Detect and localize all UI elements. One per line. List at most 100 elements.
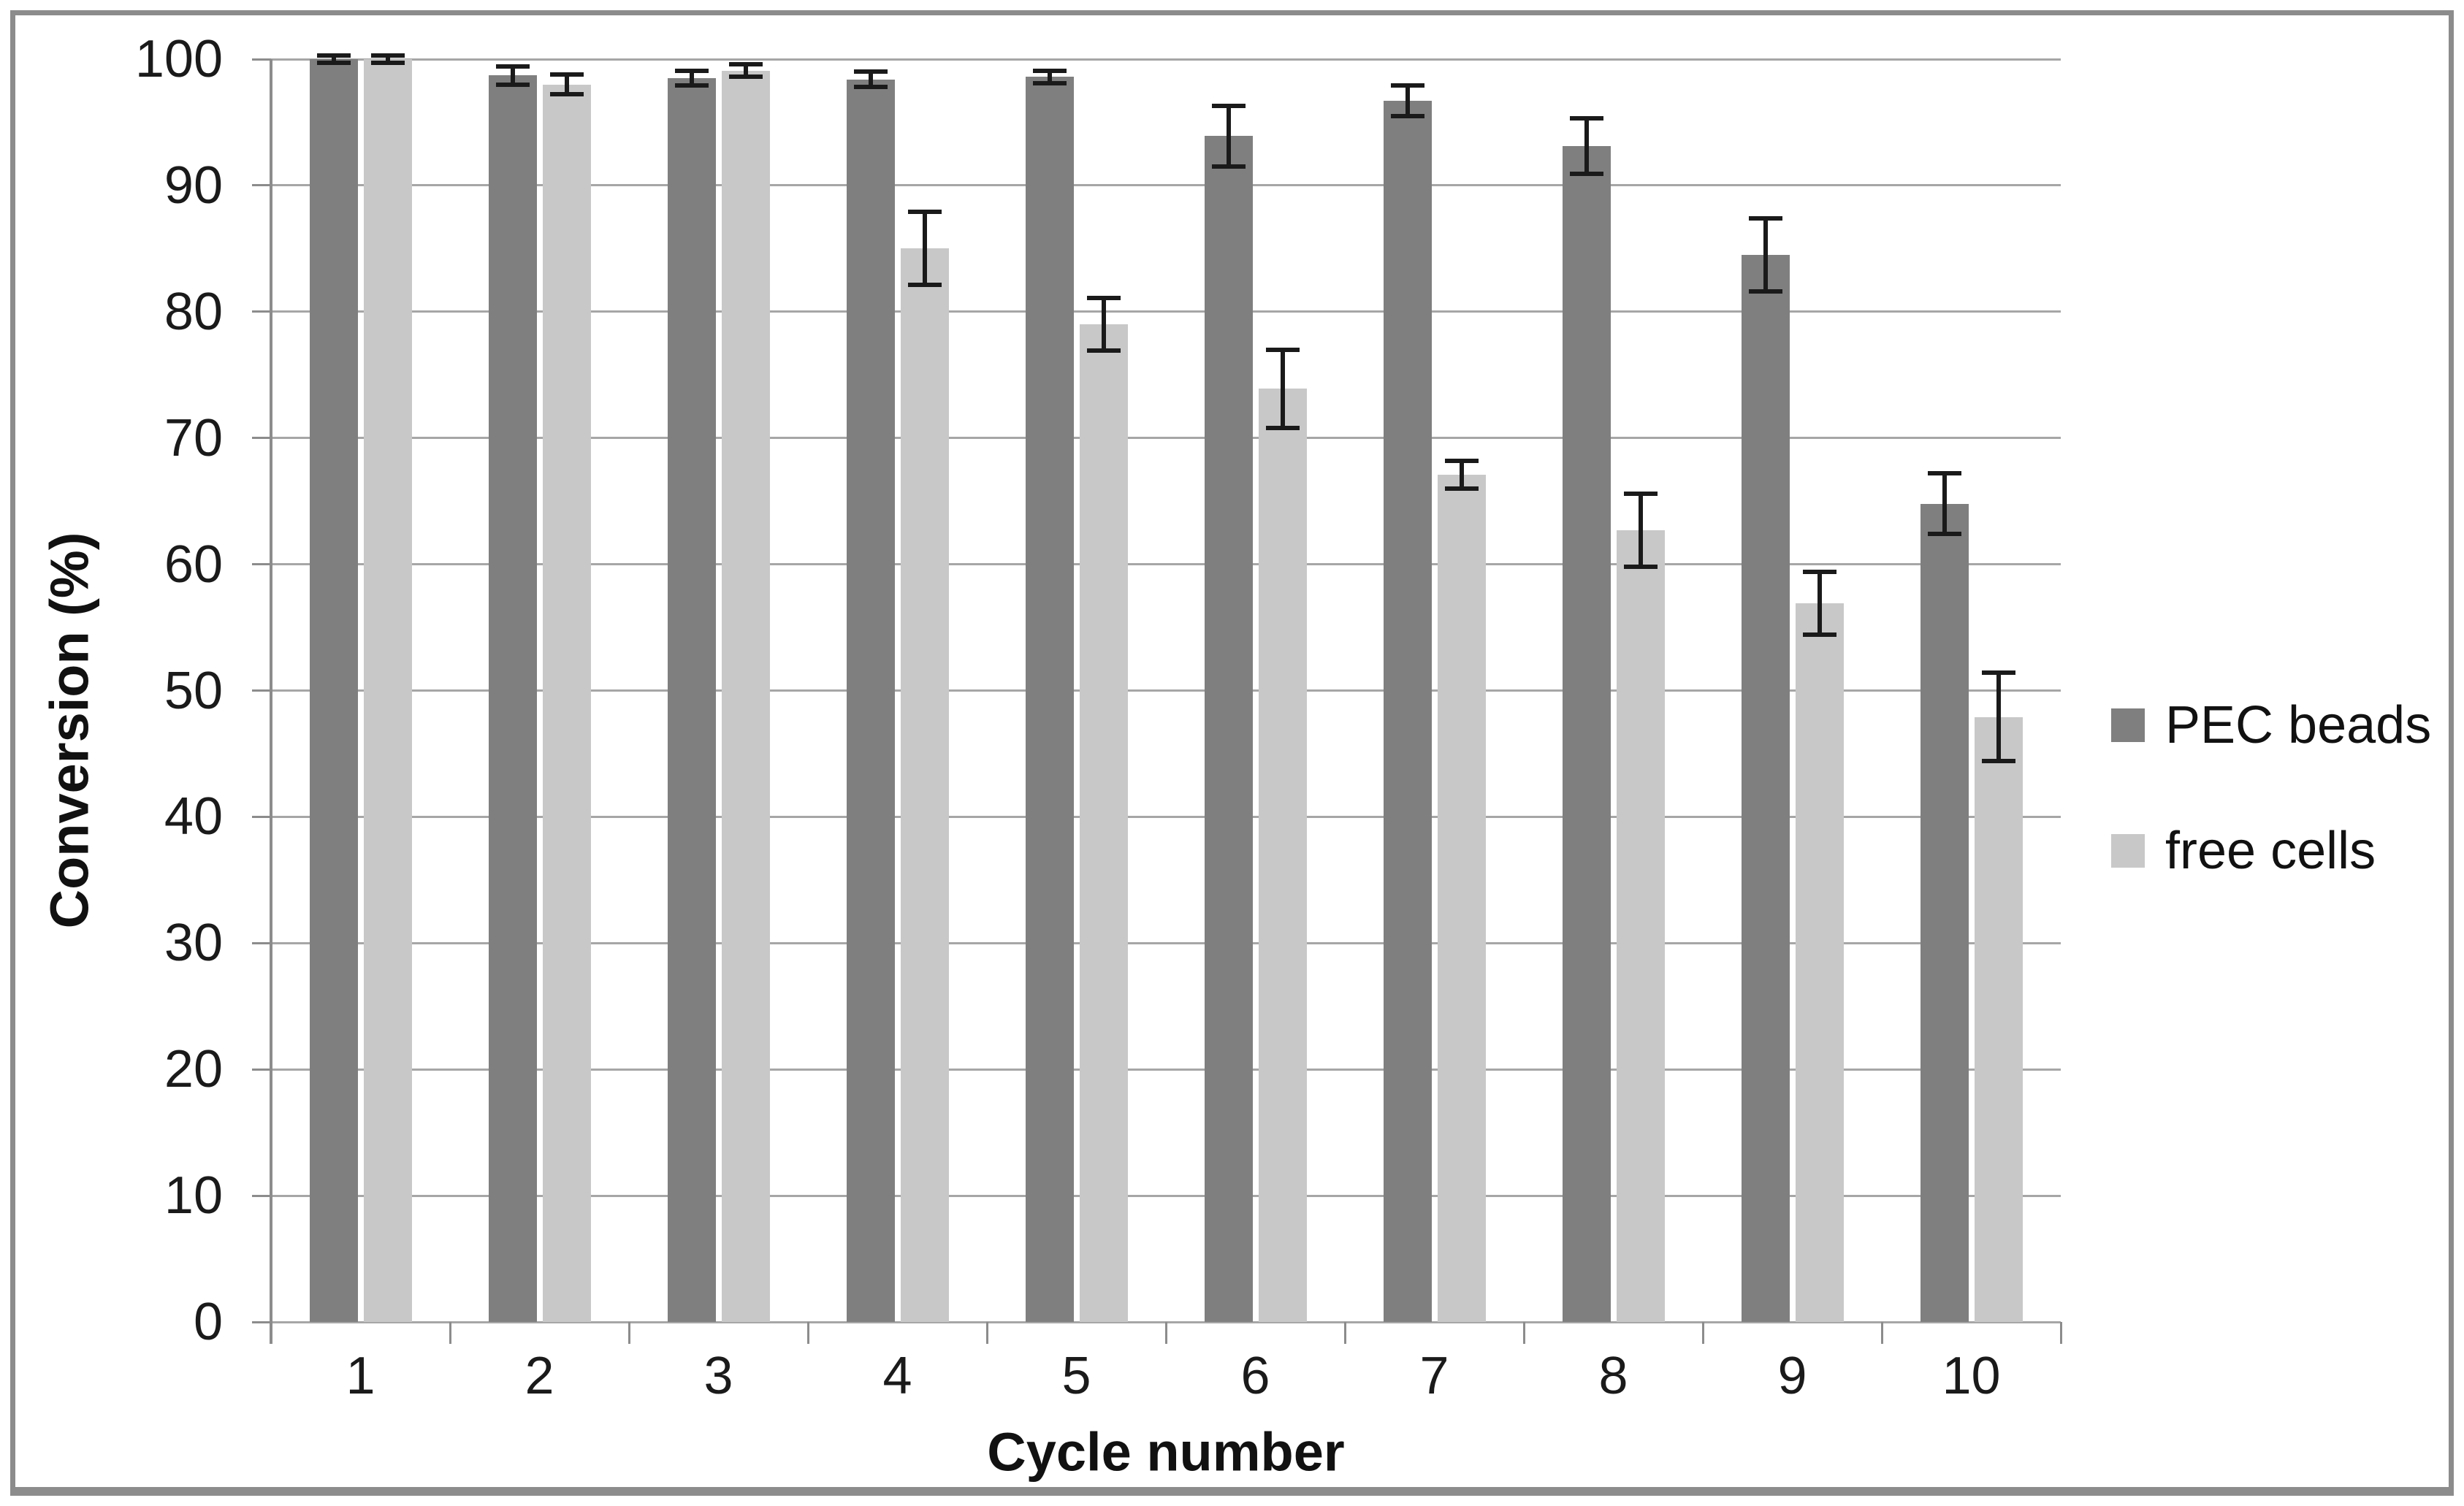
error-bar-cap	[1981, 670, 2015, 676]
gridline-y-60	[271, 563, 2061, 566]
error-bar	[331, 55, 336, 64]
x-axis-tick	[1522, 1322, 1525, 1344]
bar-pec-beads-cycle-3	[667, 77, 716, 1322]
error-bar-cap	[495, 64, 530, 69]
bar-pec-beads-cycle-9	[1741, 255, 1790, 1322]
error-bar-cap	[674, 83, 709, 88]
y-axis-line	[270, 59, 272, 1344]
error-bar	[1405, 85, 1410, 116]
bar-free-cells-cycle-10	[1974, 716, 2023, 1322]
error-bar	[689, 70, 694, 86]
x-axis-tick	[270, 1322, 272, 1344]
error-bar-cap	[728, 61, 763, 66]
bar-free-cells-cycle-6	[1258, 389, 1307, 1322]
error-bar-cap	[316, 53, 351, 58]
error-bar	[1638, 493, 1643, 567]
error-bar	[1047, 70, 1052, 83]
x-tick-label-2: 2	[525, 1347, 554, 1405]
error-bar	[1817, 571, 1822, 635]
error-bar-cap	[1265, 425, 1300, 430]
error-bar	[1942, 473, 1947, 535]
error-bar-cap	[907, 283, 942, 288]
error-bar	[868, 72, 873, 88]
bar-pec-beads-cycle-4	[846, 79, 895, 1322]
bar-pec-beads-cycle-5	[1025, 77, 1074, 1322]
x-tick-label-8: 8	[1598, 1347, 1628, 1405]
error-bar	[1584, 118, 1589, 175]
error-bar-cap	[549, 72, 584, 77]
x-axis-tick	[628, 1322, 630, 1344]
legend-swatch-icon	[2111, 708, 2145, 742]
error-bar-cap	[853, 85, 888, 90]
bar-pec-beads-cycle-10	[1920, 503, 1969, 1322]
x-axis-tick	[806, 1322, 809, 1344]
bar-free-cells-cycle-3	[721, 70, 770, 1322]
legend-label: free cells	[2165, 822, 2376, 880]
legend-label: PEC beads	[2165, 696, 2432, 754]
error-bar-cap	[1802, 569, 1836, 574]
error-bar-cap	[1748, 289, 1782, 294]
error-bar-cap	[1444, 458, 1479, 463]
bar-pec-beads-cycle-8	[1562, 146, 1611, 1322]
y-axis-tick	[252, 815, 271, 818]
gridline-y-70	[271, 437, 2061, 440]
bar-free-cells-cycle-2	[542, 84, 591, 1322]
error-bar-cap	[1569, 172, 1603, 177]
error-bar-cap	[1390, 113, 1424, 118]
error-bar	[1101, 297, 1106, 351]
bar-pec-beads-cycle-6	[1204, 136, 1253, 1322]
error-bar-cap	[316, 61, 351, 66]
gridline-y-80	[271, 310, 2061, 313]
error-bar-cap	[495, 82, 530, 87]
gridline-y-40	[271, 815, 2061, 818]
error-bar-cap	[907, 210, 942, 215]
gridline-y-100	[271, 58, 2061, 61]
error-bar-cap	[1390, 83, 1424, 88]
gridline-y-50	[271, 689, 2061, 692]
error-bar-cap	[1032, 80, 1067, 85]
error-bar-cap	[1265, 347, 1300, 352]
bar-free-cells-cycle-8	[1616, 530, 1665, 1322]
gridline-y-30	[271, 941, 2061, 944]
error-bar-cap	[1211, 164, 1246, 169]
error-bar-cap	[1623, 565, 1658, 570]
error-bar-cap	[1927, 471, 1961, 476]
error-bar	[1763, 218, 1768, 292]
y-tick-label-10: 10	[164, 1166, 223, 1226]
x-tick-label-9: 9	[1777, 1347, 1807, 1405]
error-bar-cap	[1802, 632, 1836, 638]
plot-area	[270, 53, 2061, 1344]
error-bar-cap	[1444, 486, 1479, 491]
x-axis-tick	[1164, 1322, 1167, 1344]
error-bar-cap	[674, 68, 709, 73]
error-bar-cap	[370, 53, 405, 58]
y-axis-tick	[252, 1068, 271, 1071]
x-tick-label-5: 5	[1061, 1347, 1091, 1405]
y-tick-label-0: 0	[193, 1293, 223, 1351]
error-bar-cap	[1927, 532, 1961, 537]
x-axis-tick	[1880, 1322, 1883, 1344]
error-bar-cap	[1569, 116, 1603, 121]
error-bar	[1996, 673, 2001, 762]
error-bar-cap	[853, 69, 888, 74]
error-bar	[510, 66, 515, 85]
y-axis-tick	[252, 310, 271, 313]
bar-free-cells-cycle-5	[1079, 324, 1128, 1322]
y-tick-label-20: 20	[164, 1040, 223, 1099]
y-tick-label-70: 70	[164, 408, 223, 467]
x-tick-label-3: 3	[703, 1347, 733, 1405]
error-bar-cap	[1211, 103, 1246, 108]
bar-pec-beads-cycle-2	[488, 75, 537, 1322]
error-bar	[743, 64, 748, 77]
bar-free-cells-cycle-7	[1437, 474, 1486, 1322]
y-tick-label-60: 60	[164, 535, 223, 594]
gridline-y-90	[271, 184, 2061, 187]
y-tick-label-80: 80	[164, 282, 223, 341]
gridline-y-20	[271, 1068, 2061, 1071]
legend-swatch-icon	[2111, 834, 2145, 868]
y-tick-label-90: 90	[164, 156, 223, 215]
x-axis-tick	[449, 1322, 451, 1344]
x-tick-label-7: 7	[1419, 1347, 1449, 1405]
y-tick-label-30: 30	[164, 914, 223, 973]
x-axis-tick	[985, 1322, 988, 1344]
